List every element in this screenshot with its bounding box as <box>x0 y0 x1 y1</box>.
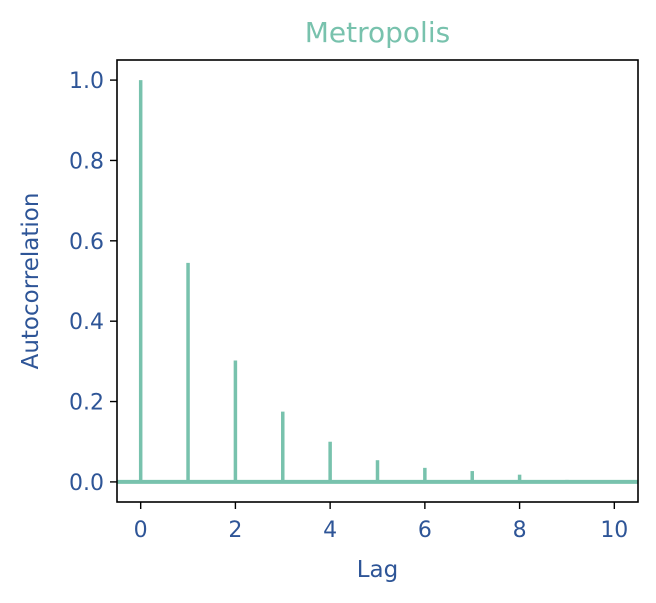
plot-frame <box>116 59 639 503</box>
x-axis-ticks: 0 2 4 6 8 10 <box>134 502 628 543</box>
y-tick-label-2: 0.4 <box>69 310 104 335</box>
y-axis-ticks: 0.0 0.2 0.4 0.6 0.8 1.0 <box>69 69 117 496</box>
y-tick-label-4: 0.8 <box>69 149 104 174</box>
x-tick-label-8: 8 <box>513 518 527 543</box>
x-tick-label-6: 6 <box>418 518 432 543</box>
y-tick-label-5: 1.0 <box>69 69 104 94</box>
x-tick-label-10: 10 <box>600 518 628 543</box>
y-axis-label: Autocorrelation <box>18 193 44 370</box>
y-tick-label-0: 0.0 <box>69 471 104 496</box>
chart-title: Metropolis <box>305 16 450 49</box>
x-tick-label-2: 2 <box>228 518 242 543</box>
y-tick-label-1: 0.2 <box>69 391 104 416</box>
stems <box>138 80 617 482</box>
x-tick-label-4: 4 <box>323 518 337 543</box>
x-tick-label-0: 0 <box>134 518 148 543</box>
x-axis-label: Lag <box>357 557 399 583</box>
y-tick-label-3: 0.6 <box>69 230 104 255</box>
